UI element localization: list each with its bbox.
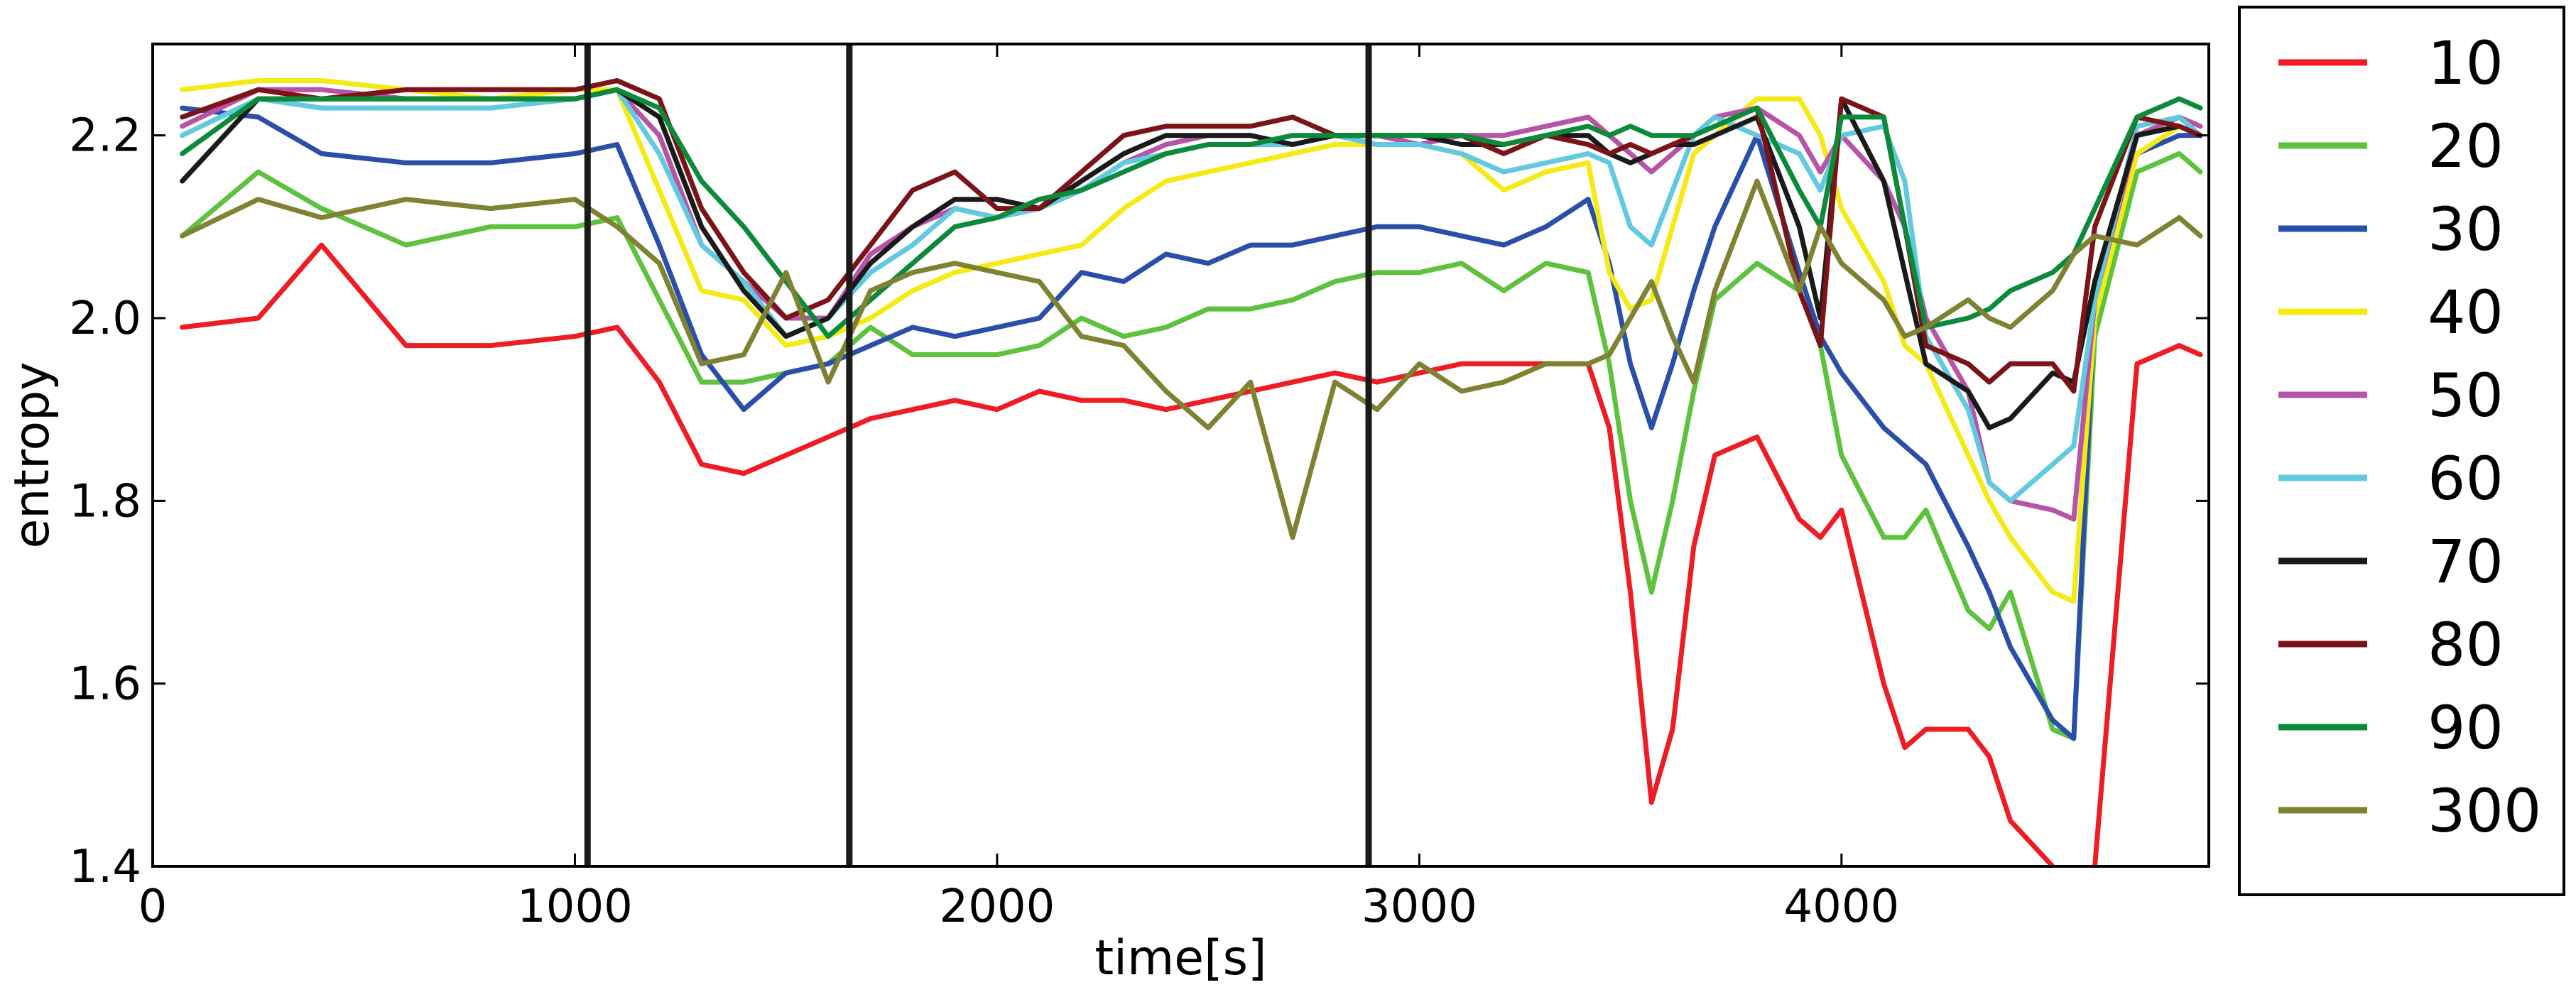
y-tick-label: 1.8 (69, 475, 141, 528)
series-line-90 (180, 87, 2203, 339)
x-tick-label: 2000 (939, 881, 1055, 933)
legend-label-30: 30 (2428, 195, 2504, 264)
series-line-60 (180, 87, 2203, 503)
series-line-30 (180, 105, 2203, 741)
series-line-70 (180, 87, 2203, 430)
series-line-10 (180, 242, 2203, 866)
legend-label-70: 70 (2428, 527, 2504, 596)
legend-label-300: 300 (2428, 776, 2541, 846)
axes: 0 1000 2000 3000 4000 1.4 1.6 1.8 2.0 2.2 time[s] e… (4, 43, 2210, 986)
series-line-50 (180, 87, 2203, 522)
legend-label-90: 90 (2428, 693, 2504, 763)
legend-label-50: 50 (2428, 361, 2504, 430)
x-tick-label: 3000 (1362, 881, 1477, 933)
legend-label-10: 10 (2428, 28, 2504, 98)
legend-label-20: 20 (2428, 111, 2504, 181)
series-line-300 (180, 178, 2203, 540)
series-lines (180, 78, 2203, 866)
legend-label-80: 80 (2428, 610, 2504, 680)
legend-box (2238, 6, 2565, 896)
legend-label-60: 60 (2428, 444, 2504, 513)
y-tick-label: 1.6 (69, 658, 141, 711)
y-axis-label: entropy (4, 361, 60, 548)
plot-frame (151, 43, 2210, 868)
legend: 10 20 30 40 50 60 70 80 90 300 (2238, 6, 2565, 896)
x-tick-label: 4000 (1783, 881, 1899, 933)
y-tick-label: 1.4 (69, 841, 141, 893)
legend-label-40: 40 (2428, 278, 2504, 347)
x-tick-label: 0 (138, 881, 168, 933)
x-tick-label: 1000 (517, 881, 633, 933)
y-tick-label: 2.0 (69, 293, 141, 345)
y-tick-label: 2.2 (69, 110, 141, 163)
plot-area (180, 44, 2203, 866)
x-axis-label: time[s] (1094, 930, 1266, 986)
